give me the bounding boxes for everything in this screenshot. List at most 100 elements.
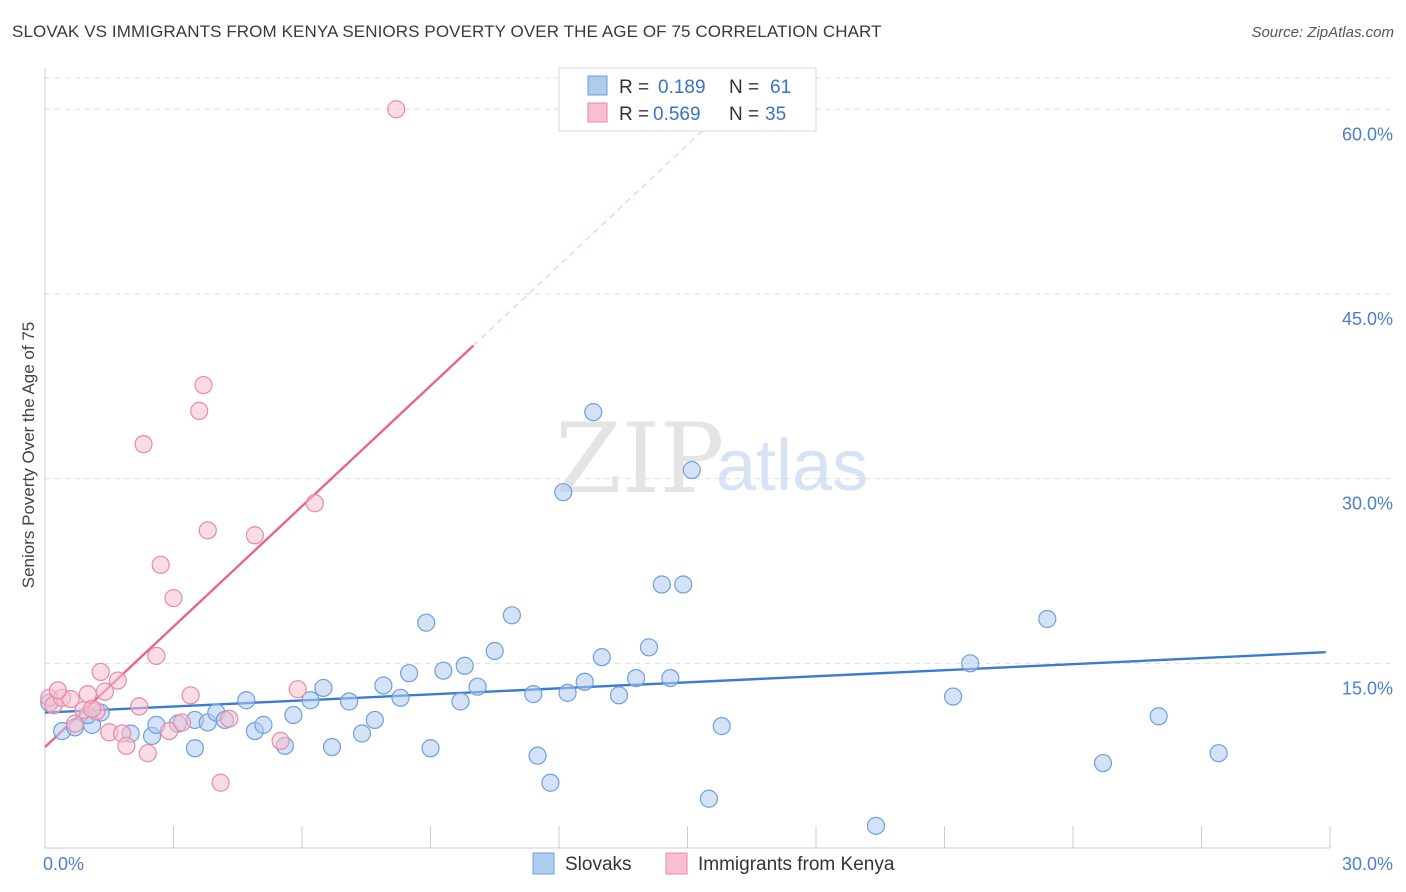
source-credit: Source: ZipAtlas.com bbox=[1251, 24, 1394, 41]
y-tick-label-1: 30.0% bbox=[1342, 494, 1393, 514]
grid-layer bbox=[45, 77, 1392, 664]
kenya-point-13 bbox=[117, 736, 136, 755]
y-tick-label-3: 60.0% bbox=[1342, 124, 1393, 144]
slovaks-point-17 bbox=[254, 715, 273, 734]
legend-r-label-kenya: R = bbox=[619, 104, 649, 125]
slovaks-point-26 bbox=[374, 676, 393, 695]
kenya-point-28 bbox=[245, 526, 264, 545]
legend-r-value-slovaks: 0.189 bbox=[658, 77, 706, 98]
slovaks-trend-line bbox=[44, 651, 1326, 714]
slovaks-point-60 bbox=[584, 403, 603, 422]
series-legend: Slovaks Immigrants from Kenya bbox=[532, 852, 895, 875]
bottom-legend-swatch-kenya bbox=[665, 852, 688, 875]
slovaks-point-31 bbox=[434, 661, 453, 680]
slovaks-point-51 bbox=[699, 789, 719, 808]
slovaks-point-20 bbox=[301, 691, 320, 710]
kenya-point-27 bbox=[220, 709, 239, 728]
kenya-point-22 bbox=[181, 686, 200, 705]
kenya-point-26 bbox=[211, 773, 230, 792]
kenya-point-31 bbox=[305, 494, 324, 513]
slovaks-point-52 bbox=[712, 717, 731, 736]
slovaks-point-48 bbox=[661, 668, 680, 688]
legend-n-label-slovaks: N = bbox=[729, 77, 759, 98]
kenya-point-16 bbox=[138, 744, 157, 763]
x-tick-label-1: 30.0% bbox=[1342, 854, 1393, 874]
slovaks-point-32 bbox=[451, 692, 470, 711]
kenya-point-20 bbox=[164, 588, 183, 608]
legend-n-value-slovaks: 61 bbox=[770, 77, 791, 98]
legend-swatch-kenya bbox=[587, 102, 608, 123]
slovaks-point-22 bbox=[322, 737, 342, 757]
kenya-point-34 bbox=[48, 681, 67, 700]
slovaks-point-34 bbox=[468, 677, 487, 696]
watermark-atlas: atlas bbox=[716, 426, 868, 506]
slovaks-point-50 bbox=[682, 460, 701, 480]
legend-r-label-slovaks: R = bbox=[619, 77, 649, 98]
kenya-point-18 bbox=[151, 555, 170, 574]
kenya-point-9 bbox=[95, 682, 115, 701]
kenya-point-29 bbox=[271, 731, 290, 750]
kenya-point-25 bbox=[198, 521, 217, 540]
slovaks-point-37 bbox=[524, 684, 543, 704]
y-tick-label-0: 15.0% bbox=[1342, 678, 1393, 698]
legend-n-value-kenya: 35 bbox=[765, 104, 786, 125]
kenya-point-17 bbox=[147, 646, 166, 666]
slovaks-point-43 bbox=[592, 648, 611, 667]
slovaks-point-47 bbox=[652, 575, 671, 594]
slovaks-point-49 bbox=[674, 575, 693, 594]
correlation-legend: R = 0.189 N = 61 R = 0.569 N = 35 bbox=[558, 67, 817, 132]
y-tick-label-2: 45.0% bbox=[1342, 309, 1393, 329]
kenya-point-33 bbox=[83, 699, 102, 718]
slovaks-point-46 bbox=[639, 638, 659, 657]
kenya-point-4 bbox=[65, 714, 85, 733]
kenya-point-19 bbox=[160, 721, 179, 741]
slovaks-point-23 bbox=[340, 692, 359, 711]
bottom-legend-label-kenya: Immigrants from Kenya bbox=[698, 854, 895, 875]
kenya-point-11 bbox=[108, 671, 127, 690]
bottom-legend-label-slovaks: Slovaks bbox=[565, 854, 632, 875]
y-axis-label: Seniors Poverty Over the Age of 75 bbox=[19, 322, 38, 588]
slovaks-point-38 bbox=[528, 746, 547, 765]
slovaks-point-41 bbox=[558, 683, 577, 702]
slovaks-point-29 bbox=[417, 613, 436, 632]
watermark: ZIP atlas bbox=[555, 403, 868, 515]
x-tick-label-0: 0.0% bbox=[43, 854, 84, 874]
axis-layer: 15.0% 30.0% 45.0% 60.0% 0.0% 30.0% bbox=[43, 68, 1393, 874]
slovaks-point-55 bbox=[961, 654, 980, 673]
slovaks-point-54 bbox=[943, 687, 963, 706]
legend-swatch-slovaks bbox=[587, 75, 608, 96]
legend-r-value-kenya: 0.569 bbox=[653, 104, 701, 125]
slovaks-point-15 bbox=[237, 691, 256, 710]
slovaks-point-59 bbox=[1209, 744, 1228, 763]
slovaks-point-45 bbox=[626, 668, 646, 688]
slovaks-point-33 bbox=[455, 656, 474, 675]
slovaks-point-25 bbox=[365, 710, 384, 730]
kenya-point-30 bbox=[288, 680, 307, 699]
kenya-point-14 bbox=[130, 697, 149, 716]
slovaks-point-57 bbox=[1093, 753, 1113, 773]
kenya-point-24 bbox=[194, 375, 213, 395]
slovaks-point-28 bbox=[399, 664, 419, 683]
kenya-point-3 bbox=[61, 689, 80, 709]
points-layer bbox=[40, 100, 1228, 835]
slovaks-point-21 bbox=[314, 678, 333, 698]
slovaks-point-35 bbox=[485, 641, 504, 661]
kenya-point-15 bbox=[134, 435, 153, 454]
legend-n-label-kenya: N = bbox=[729, 104, 759, 125]
kenya-point-32 bbox=[387, 100, 406, 119]
slovaks-point-39 bbox=[541, 773, 560, 792]
slovaks-point-27 bbox=[391, 688, 410, 707]
slovaks-point-24 bbox=[352, 724, 372, 743]
slovaks-point-44 bbox=[609, 686, 629, 705]
kenya-trend-extension bbox=[472, 116, 718, 347]
slovaks-point-56 bbox=[1038, 609, 1057, 629]
slovaks-point-30 bbox=[421, 739, 440, 758]
slovaks-point-19 bbox=[284, 705, 303, 725]
slovaks-point-58 bbox=[1149, 707, 1168, 726]
chart-title: SLOVAK VS IMMIGRANTS FROM KENYA SENIORS … bbox=[12, 22, 882, 41]
slovaks-point-11 bbox=[185, 739, 205, 758]
slovaks-point-36 bbox=[502, 606, 521, 625]
kenya-point-21 bbox=[172, 713, 192, 732]
slovaks-point-40 bbox=[554, 483, 573, 502]
